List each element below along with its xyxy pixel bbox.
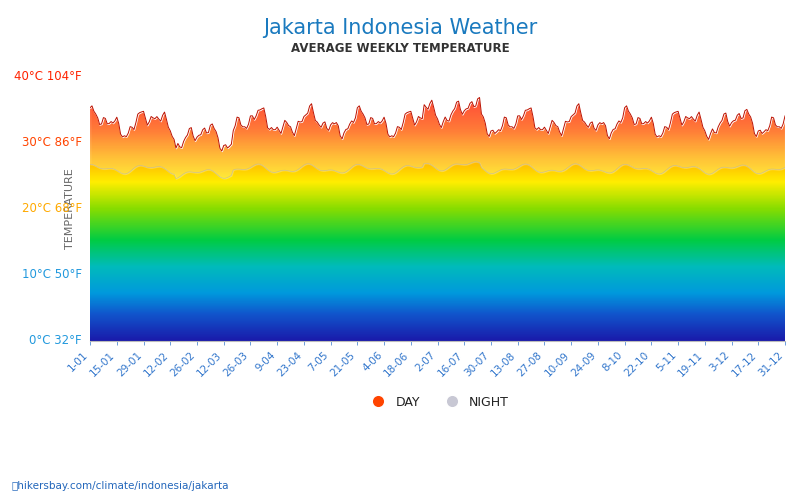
Text: 0°C 32°F: 0°C 32°F [29, 334, 82, 347]
Text: 📍hikersbay.com/climate/indonesia/jakarta: 📍hikersbay.com/climate/indonesia/jakarta [12, 481, 230, 491]
Text: 40°C 104°F: 40°C 104°F [14, 70, 82, 83]
Y-axis label: TEMPERATURE: TEMPERATURE [65, 168, 74, 249]
Text: 10°C 50°F: 10°C 50°F [22, 268, 82, 281]
Text: AVERAGE WEEKLY TEMPERATURE: AVERAGE WEEKLY TEMPERATURE [290, 42, 510, 56]
Text: 20°C 68°F: 20°C 68°F [22, 202, 82, 215]
Legend: DAY, NIGHT: DAY, NIGHT [361, 391, 514, 414]
Text: Jakarta Indonesia Weather: Jakarta Indonesia Weather [263, 18, 537, 38]
Text: 30°C 86°F: 30°C 86°F [22, 136, 82, 149]
